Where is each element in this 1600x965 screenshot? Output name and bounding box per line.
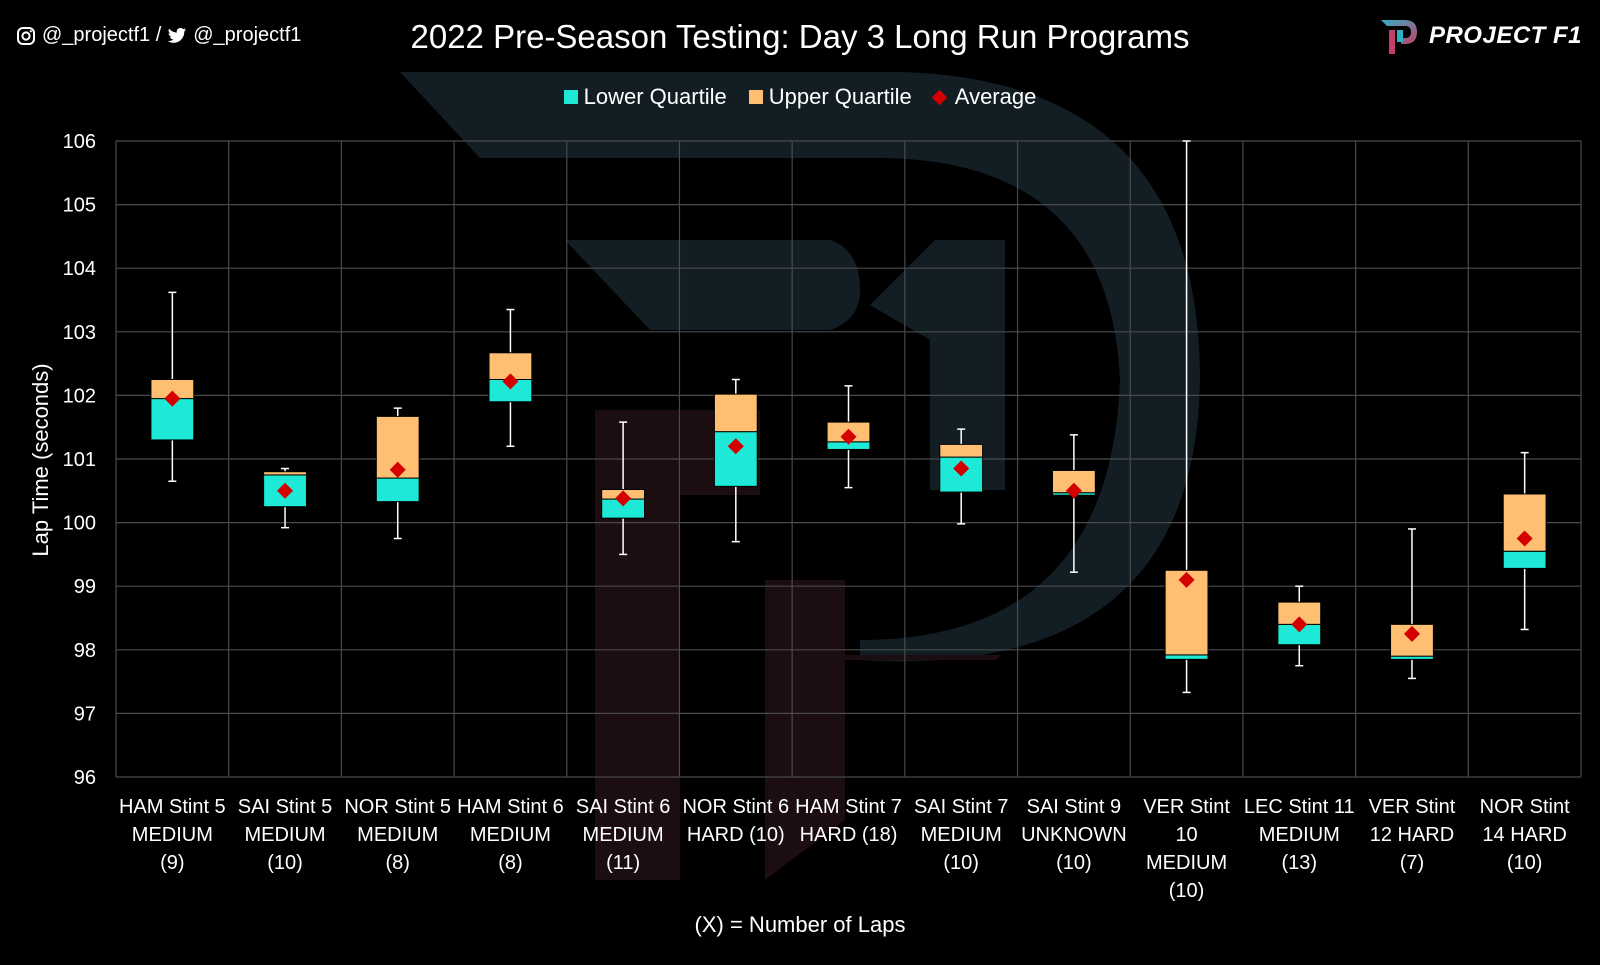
- social-handles: @_projectf1 / @_projectf1: [16, 24, 301, 47]
- brand-name: PROJECT F1: [1428, 22, 1582, 49]
- legend-lower-quartile: Lower Quartile: [563, 84, 727, 110]
- x-tick-label: NOR Stint 14 HARD (10): [1479, 796, 1570, 874]
- brand-logo: PROJECT F1: [1377, 16, 1582, 56]
- box-group: [1164, 140, 1209, 694]
- y-tick-label: 100: [63, 513, 96, 535]
- average-marker: [502, 373, 519, 390]
- box-group: [826, 385, 871, 489]
- x-tick-label: HAM Stint 6 MEDIUM (8): [457, 796, 564, 874]
- average-marker: [1065, 482, 1082, 499]
- box-group: [263, 467, 307, 529]
- box-lower-quartile: [1502, 550, 1547, 569]
- x-tick-label: SAI Stint 6 MEDIUM (11): [575, 796, 671, 874]
- y-tick-label: 104: [63, 258, 96, 280]
- box-upper-quartile: [263, 471, 307, 476]
- instagram-icon: [17, 26, 35, 45]
- average-marker: [727, 438, 744, 455]
- average-marker: [164, 390, 181, 407]
- y-tick-label: 106: [63, 131, 96, 153]
- x-tick-label: SAI Stint 5 MEDIUM (10): [237, 796, 333, 874]
- average-marker: [1403, 625, 1420, 642]
- box-group: [1502, 451, 1547, 631]
- twitter-icon: [168, 27, 187, 43]
- average-marker: [953, 460, 970, 477]
- project-f1-watermark: [400, 72, 1200, 880]
- box-group: [1051, 434, 1096, 573]
- x-tick-label: SAI Stint 7 MEDIUM (10): [913, 796, 1009, 874]
- legend-label: Average: [954, 84, 1037, 109]
- box-group: [1277, 585, 1322, 667]
- y-axis-label: Lap Time (seconds): [28, 363, 53, 557]
- instagram-handle: @_projectf1 /: [42, 24, 162, 46]
- x-tick-label: VER Stint 10 MEDIUM (10): [1143, 796, 1230, 902]
- y-tick-label: 105: [63, 195, 96, 217]
- legend-swatch-upper: [748, 90, 763, 104]
- legend-swatch-lower: [563, 90, 578, 104]
- y-axis-ticks: 96 97 98 99 100 101 102 103 104 105 106: [63, 131, 96, 789]
- legend-label: Lower Quartile: [583, 84, 727, 109]
- average-marker: [277, 482, 294, 499]
- x-tick-label: VER Stint 12 HARD (7): [1368, 796, 1456, 874]
- x-axis-label: (X) = Number of Laps: [694, 912, 906, 937]
- x-tick-label: NOR Stint 5 MEDIUM (8): [344, 796, 452, 874]
- legend-label: Upper Quartile: [768, 84, 912, 109]
- chart-legend: Lower Quartile Upper Quartile Average: [0, 84, 1600, 110]
- legend-marker-average: [931, 89, 948, 105]
- average-marker: [840, 428, 857, 445]
- average-marker: [615, 490, 632, 507]
- average-marker: [1291, 616, 1308, 633]
- legend-average: Average: [931, 84, 1037, 110]
- box-group: [1390, 528, 1434, 680]
- y-tick-label: 96: [74, 767, 96, 789]
- average-marker: [1516, 530, 1533, 547]
- box-lower-quartile: [375, 477, 420, 503]
- average-marker: [1178, 571, 1195, 588]
- box-series: [150, 140, 1547, 694]
- y-tick-label: 101: [63, 449, 96, 471]
- y-tick-label: 102: [63, 385, 96, 407]
- twitter-handle: @_projectf1: [193, 24, 302, 46]
- x-tick-label: NOR Stint 6 HARD (10): [682, 796, 790, 846]
- legend-upper-quartile: Upper Quartile: [748, 84, 912, 110]
- box-upper-quartile: [939, 443, 984, 458]
- x-tick-label: LEC Stint 11 MEDIUM (13): [1243, 796, 1355, 874]
- chart-title: 2022 Pre-Season Testing: Day 3 Long Run …: [410, 18, 1190, 55]
- y-tick-label: 99: [74, 576, 96, 598]
- box-group: [488, 308, 533, 448]
- y-tick-label: 103: [63, 322, 96, 344]
- x-tick-label: HAM Stint 7 HARD (18): [795, 796, 902, 846]
- x-tick-label: SAI Stint 9 UNKNOWN (10): [1021, 796, 1127, 874]
- y-tick-label: 98: [74, 640, 96, 662]
- y-tick-label: 97: [74, 703, 96, 725]
- box-lower-quartile: [1164, 654, 1209, 660]
- box-group: [375, 407, 420, 540]
- box-upper-quartile: [713, 393, 758, 433]
- box-group: [939, 428, 984, 525]
- box-group: [601, 421, 646, 556]
- box-group: [713, 378, 758, 543]
- average-marker: [389, 461, 406, 478]
- chart-grid: [115, 140, 1582, 778]
- project-f1-logo-icon: [1380, 20, 1417, 54]
- box-group: [150, 291, 195, 483]
- x-tick-label: HAM Stint 5 MEDIUM (9): [118, 796, 226, 874]
